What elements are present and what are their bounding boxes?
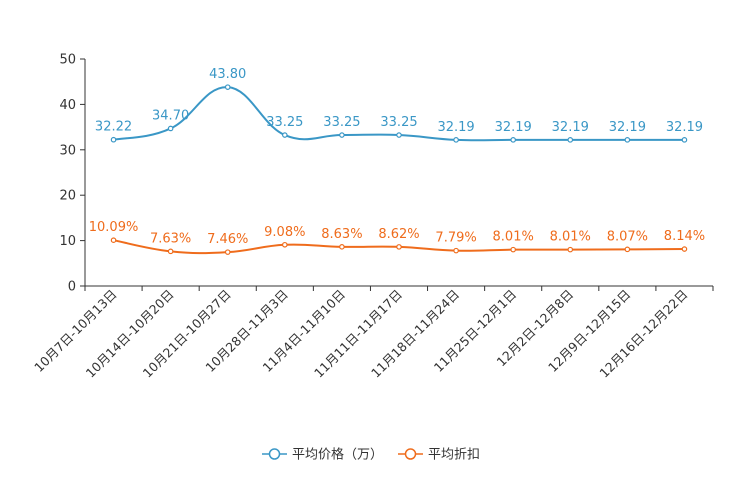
data-point[interactable] <box>624 137 631 143</box>
data-point[interactable] <box>681 137 688 143</box>
data-point[interactable] <box>167 125 174 132</box>
legend-item-avg-price[interactable]: 平均价格（万） <box>262 447 383 463</box>
data-point[interactable] <box>224 249 231 255</box>
data-point[interactable] <box>453 247 459 254</box>
legend-item-avg-discount[interactable]: 平均折扣 <box>398 448 480 463</box>
data-label: 7.63% <box>150 231 191 246</box>
chart-legend[interactable]: 平均价格（万） 平均折扣 <box>262 447 480 463</box>
data-point[interactable] <box>624 246 631 253</box>
y-tick-label: 50 <box>59 53 76 68</box>
data-label: 32.19 <box>552 120 589 135</box>
chart-series: 32.22 34.70 43.80 33.25 33.25 33.25 32.19 32.19… <box>89 67 705 255</box>
data-label: 8.14% <box>664 229 705 244</box>
data-label: 32.19 <box>666 120 703 135</box>
data-label: 8.63% <box>321 227 362 242</box>
data-label: 7.79% <box>435 231 476 246</box>
data-point[interactable] <box>282 132 288 138</box>
data-point[interactable] <box>681 246 688 252</box>
data-label: 32.19 <box>609 120 646 135</box>
series-avg-price: 32.22 34.70 43.80 33.25 33.25 33.25 32.19 32.19… <box>95 67 703 143</box>
data-label: 8.01% <box>493 230 534 245</box>
data-point[interactable] <box>167 248 174 255</box>
data-label: 8.07% <box>607 229 648 244</box>
data-label: 9.08% <box>264 225 305 240</box>
data-point[interactable] <box>282 241 288 248</box>
data-label: 33.25 <box>380 115 417 130</box>
data-point[interactable] <box>110 237 117 243</box>
y-tick-label: 40 <box>59 98 76 113</box>
data-point[interactable] <box>510 246 516 253</box>
data-label: 8.01% <box>550 230 591 245</box>
data-point[interactable] <box>567 246 574 253</box>
data-label: 33.25 <box>266 115 303 130</box>
data-label: 8.62% <box>378 227 419 242</box>
data-label: 33.25 <box>323 115 360 130</box>
y-tick-label: 30 <box>59 143 76 158</box>
data-label: 32.19 <box>495 120 532 135</box>
data-point[interactable] <box>339 132 345 138</box>
y-tick-label: 20 <box>59 189 76 204</box>
data-label: 10.09% <box>89 220 139 235</box>
chart-axes: 0102030405010月7日-10月13日10月14日-10月20日10月2… <box>31 53 714 381</box>
series-avg-discount: 10.09% 7.63% 7.46% 9.08% 8.63% 8.62% 7.79% 8.01… <box>89 220 705 255</box>
legend-marker-icon <box>404 448 417 460</box>
y-tick-label: 10 <box>59 234 76 249</box>
series-line <box>113 86 685 142</box>
data-label: 32.19 <box>437 120 474 135</box>
data-point[interactable] <box>396 132 402 138</box>
data-label: 43.80 <box>209 67 246 82</box>
data-label: 7.46% <box>207 232 248 247</box>
legend-label: 平均折扣 <box>428 448 480 463</box>
data-point[interactable] <box>224 84 231 90</box>
data-point[interactable] <box>396 244 402 250</box>
legend-label: 平均价格（万） <box>292 447 383 463</box>
data-point[interactable] <box>110 136 117 143</box>
legend-marker-icon <box>268 448 281 460</box>
data-point[interactable] <box>339 244 345 250</box>
data-point[interactable] <box>453 137 459 143</box>
data-point[interactable] <box>510 137 516 143</box>
y-tick-label: 0 <box>68 280 76 295</box>
data-label: 32.22 <box>95 120 132 135</box>
data-point[interactable] <box>567 137 574 143</box>
data-label: 34.70 <box>152 108 189 123</box>
